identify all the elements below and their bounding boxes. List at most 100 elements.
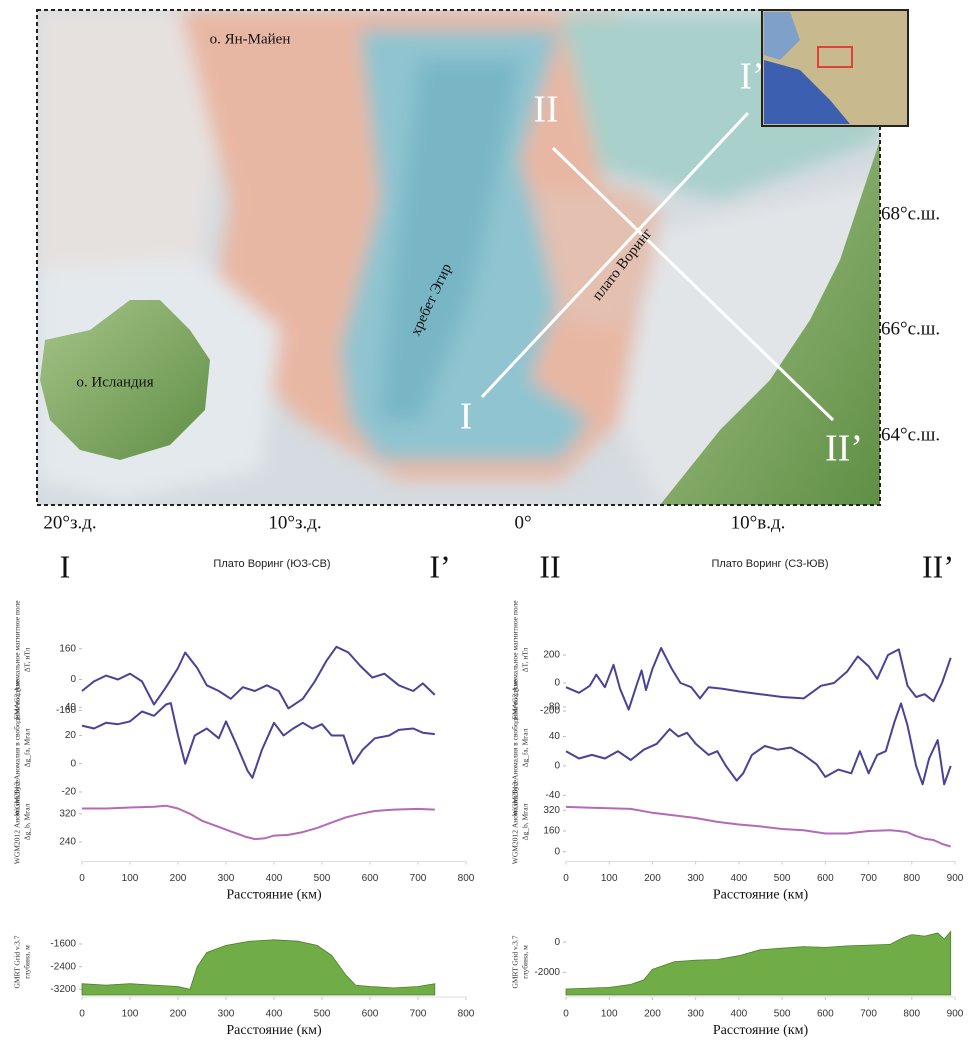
data-line [82, 806, 435, 839]
y-tick-label: 0 [554, 678, 560, 689]
y-axis-label: GMRT Grid v.3.7 [13, 935, 22, 988]
x-tick-label: 500 [314, 1009, 331, 1020]
x-tick-label: 300 [218, 873, 235, 884]
x-tick-label: 200 [644, 1009, 661, 1020]
data-line [566, 807, 951, 847]
profile-end-label: II’ [825, 428, 863, 470]
x-tick-label: 600 [362, 873, 379, 884]
x-axis-label: Расстояние (км) [226, 888, 322, 903]
x-tick-label: 200 [170, 873, 187, 884]
x-tick-label: 700 [410, 873, 427, 884]
x-tick-label: 900 [947, 873, 964, 884]
longitude-label: 0° [514, 512, 531, 533]
latitude-label: 64°с.ш. [881, 424, 940, 445]
chart-title: Плато Воринг (СЗ-ЮВ) [711, 558, 828, 570]
x-tick-label: 100 [601, 873, 618, 884]
x-tick-label: 400 [266, 1009, 283, 1020]
y-axis-label: GMRT Grid v.3.7 [511, 935, 520, 988]
profile-end-label: II [533, 89, 558, 131]
data-line [566, 703, 951, 784]
x-tick-label: 800 [903, 1009, 920, 1020]
x-tick-label: 0 [79, 1009, 85, 1020]
x-axis-label: Расстояние (км) [713, 888, 809, 903]
x-tick-label: 100 [601, 1009, 618, 1020]
longitude-label: 10°в.д. [731, 512, 786, 533]
y-tick-label: -20 [62, 787, 77, 798]
y-tick-label: 20 [65, 730, 77, 741]
x-tick-label: 800 [903, 873, 920, 884]
x-tick-label: 0 [563, 873, 569, 884]
y-tick-label: -40 [546, 790, 561, 801]
profile-end-label: II’ [922, 548, 954, 584]
x-tick-label: 400 [731, 1009, 748, 1020]
data-line [82, 703, 435, 778]
x-tick-label: 700 [860, 873, 877, 884]
place-label: о. Ян-Майен [210, 31, 291, 47]
x-tick-label: 0 [563, 1009, 569, 1020]
longitude-label: 20°з.д. [43, 512, 96, 533]
profile-end-label: I’ [739, 56, 764, 98]
x-tick-label: 500 [774, 1009, 791, 1020]
x-tick-label: 300 [687, 873, 704, 884]
y-tick-label: 40 [65, 702, 77, 713]
x-tick-label: 900 [947, 1009, 964, 1020]
x-axis-label: Расстояние (км) [226, 1023, 322, 1038]
y-tick-label: 40 [549, 731, 561, 742]
y-axis-label: Δg_fa, Мгал [521, 728, 530, 767]
y-axis-label: ΔT, нТл [23, 647, 32, 672]
data-area [566, 932, 951, 996]
y-tick-label: 0 [70, 758, 76, 769]
data-area [82, 940, 435, 995]
x-tick-label: 100 [122, 873, 139, 884]
x-tick-label: 600 [817, 1009, 834, 1020]
y-tick-label: 0 [554, 846, 560, 857]
profile-end-label: I [460, 396, 473, 438]
y-tick-label: 320 [543, 805, 560, 816]
x-tick-label: 600 [817, 873, 834, 884]
profile-start-label: II [539, 548, 560, 584]
y-axis-label: Δg_b, Мгал [23, 803, 32, 840]
y-axis-label: глубина, м [521, 945, 530, 979]
place-label: о. Исландия [76, 374, 153, 390]
y-tick-label: 80 [549, 702, 561, 713]
y-axis-label: WGM2012 Аномалия Буге [511, 779, 520, 864]
y-axis-label: Δg_fa, Мгал [23, 728, 32, 767]
y-axis-label: ΔT, нТл [521, 647, 530, 672]
data-line [82, 647, 435, 709]
profile-start-label: I [60, 548, 71, 584]
y-axis-label: Δg_b, Мгал [521, 803, 530, 840]
x-tick-label: 200 [644, 873, 661, 884]
x-tick-label: 100 [122, 1009, 139, 1020]
y-tick-label: -2000 [534, 967, 560, 978]
latitude-label: 68°с.ш. [881, 203, 940, 224]
data-line [566, 648, 951, 710]
x-tick-label: 800 [458, 873, 475, 884]
y-axis-label: глубина, м [23, 945, 32, 979]
x-tick-label: 600 [362, 1009, 379, 1020]
x-tick-label: 700 [410, 1009, 427, 1020]
y-tick-label: 0 [554, 937, 560, 948]
y-tick-label: 0 [554, 761, 560, 772]
y-tick-label: 0 [70, 674, 76, 685]
x-tick-label: 0 [79, 873, 85, 884]
y-tick-label: 200 [543, 650, 560, 661]
inset-map [762, 10, 908, 126]
y-tick-label: 160 [59, 643, 76, 654]
latitude-label: 66°с.ш. [881, 318, 940, 339]
x-tick-label: 800 [458, 1009, 475, 1020]
x-axis-label: Расстояние (км) [713, 1023, 809, 1038]
y-tick-label: -2400 [50, 961, 76, 972]
x-tick-label: 500 [774, 873, 791, 884]
y-axis-label: WGM2012 Аномалия Буге [13, 779, 22, 864]
x-tick-label: 200 [170, 1009, 187, 1020]
y-tick-label: 240 [59, 837, 76, 848]
x-tick-label: 500 [314, 873, 331, 884]
figure: о. Ян-Майен о. Исландия хребет Эгир плат… [0, 0, 968, 1043]
y-tick-label: 160 [543, 826, 560, 837]
y-tick-label: -3200 [50, 984, 76, 995]
profile-end-label: I’ [429, 548, 450, 584]
x-tick-label: 400 [266, 873, 283, 884]
chart-title: Плато Воринг (ЮЗ-СВ) [213, 558, 330, 570]
x-tick-label: 300 [687, 1009, 704, 1020]
y-tick-label: -1600 [50, 939, 76, 950]
